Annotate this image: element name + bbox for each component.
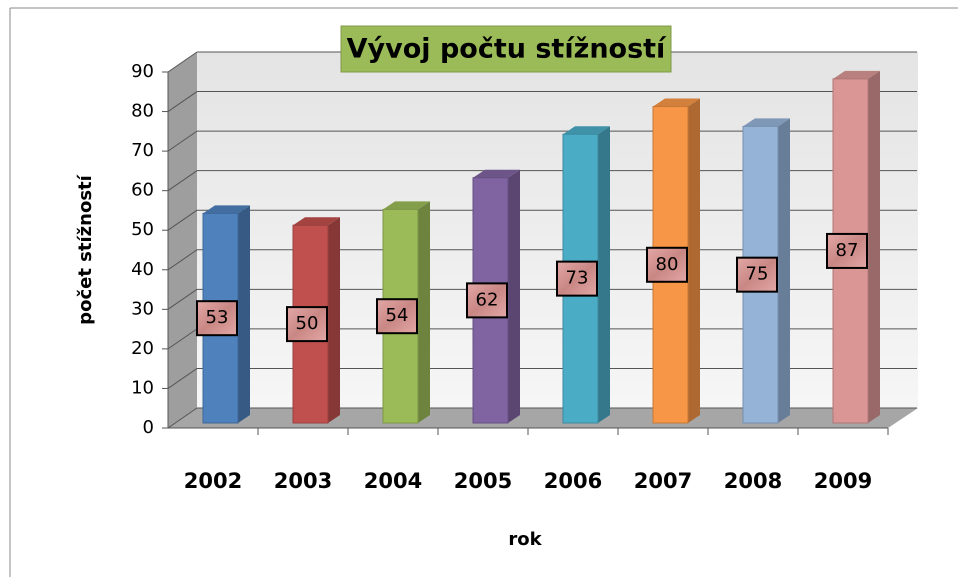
x-tick-label: 2009 bbox=[814, 469, 872, 493]
x-tick-label: 2002 bbox=[184, 469, 242, 493]
data-label-box bbox=[196, 300, 238, 337]
bar-side bbox=[328, 217, 340, 423]
data-label: 80 bbox=[656, 254, 679, 275]
bar-top bbox=[473, 169, 520, 178]
bar-top bbox=[563, 126, 610, 135]
grid-line bbox=[167, 407, 198, 429]
y-tick-label: 60 bbox=[131, 180, 154, 201]
title-box bbox=[340, 25, 672, 73]
bar-top bbox=[653, 98, 700, 107]
grid-line bbox=[167, 249, 198, 271]
data-label: 73 bbox=[566, 268, 589, 289]
x-tick-label: 2007 bbox=[634, 469, 692, 493]
y-tick-label: 20 bbox=[131, 338, 154, 359]
bar-side bbox=[238, 205, 250, 423]
grid-line bbox=[167, 368, 198, 389]
y-tick-label: 10 bbox=[131, 377, 154, 398]
grid-line bbox=[167, 288, 198, 310]
x-tick-label: 2006 bbox=[544, 469, 602, 493]
y-tick-label: 0 bbox=[143, 417, 154, 438]
grid-line bbox=[167, 209, 198, 231]
data-label-box bbox=[466, 282, 508, 319]
bar-side bbox=[598, 126, 610, 423]
bar-top bbox=[833, 70, 880, 79]
data-label-box bbox=[646, 246, 688, 283]
data-label: 50 bbox=[296, 313, 319, 334]
chart-title: Vývoj počtu stížností bbox=[347, 34, 667, 65]
grid-line bbox=[167, 51, 198, 73]
x-axis-label: rok bbox=[508, 529, 542, 550]
y-tick-label: 40 bbox=[131, 259, 154, 280]
bar-side bbox=[418, 201, 430, 423]
data-label-box bbox=[556, 260, 598, 297]
x-tick-label: 2005 bbox=[454, 469, 512, 493]
x-tick-label: 2008 bbox=[724, 469, 782, 493]
bar-top bbox=[383, 201, 430, 210]
bar-side bbox=[778, 118, 790, 423]
data-label-box bbox=[286, 306, 328, 343]
data-label: 87 bbox=[836, 240, 859, 261]
data-label-box bbox=[826, 232, 868, 269]
bar-top bbox=[293, 217, 340, 226]
x-tick-label: 2004 bbox=[364, 469, 422, 493]
y-tick-label: 30 bbox=[131, 298, 154, 319]
bar-side bbox=[868, 70, 880, 423]
y-tick-label: 50 bbox=[131, 219, 154, 240]
x-tick-label: 2003 bbox=[274, 469, 332, 493]
grid-line bbox=[167, 130, 198, 152]
y-tick-label: 90 bbox=[131, 61, 154, 82]
data-label: 53 bbox=[206, 307, 229, 328]
data-label: 75 bbox=[746, 264, 769, 285]
data-label-box bbox=[736, 256, 778, 293]
bar-top bbox=[743, 118, 790, 127]
bar-side bbox=[688, 98, 700, 424]
bar-side bbox=[508, 169, 520, 423]
data-label-box bbox=[376, 298, 418, 335]
data-label: 62 bbox=[476, 289, 499, 310]
bar-top bbox=[203, 205, 250, 214]
grid-line bbox=[167, 91, 198, 112]
floor bbox=[168, 408, 918, 428]
grid-line bbox=[167, 170, 198, 192]
y-tick-label: 80 bbox=[131, 101, 154, 122]
y-tick-label: 70 bbox=[131, 140, 154, 161]
grid-line bbox=[167, 328, 198, 350]
y-axis-label: počet stížností bbox=[75, 174, 96, 324]
data-label: 54 bbox=[386, 305, 409, 326]
